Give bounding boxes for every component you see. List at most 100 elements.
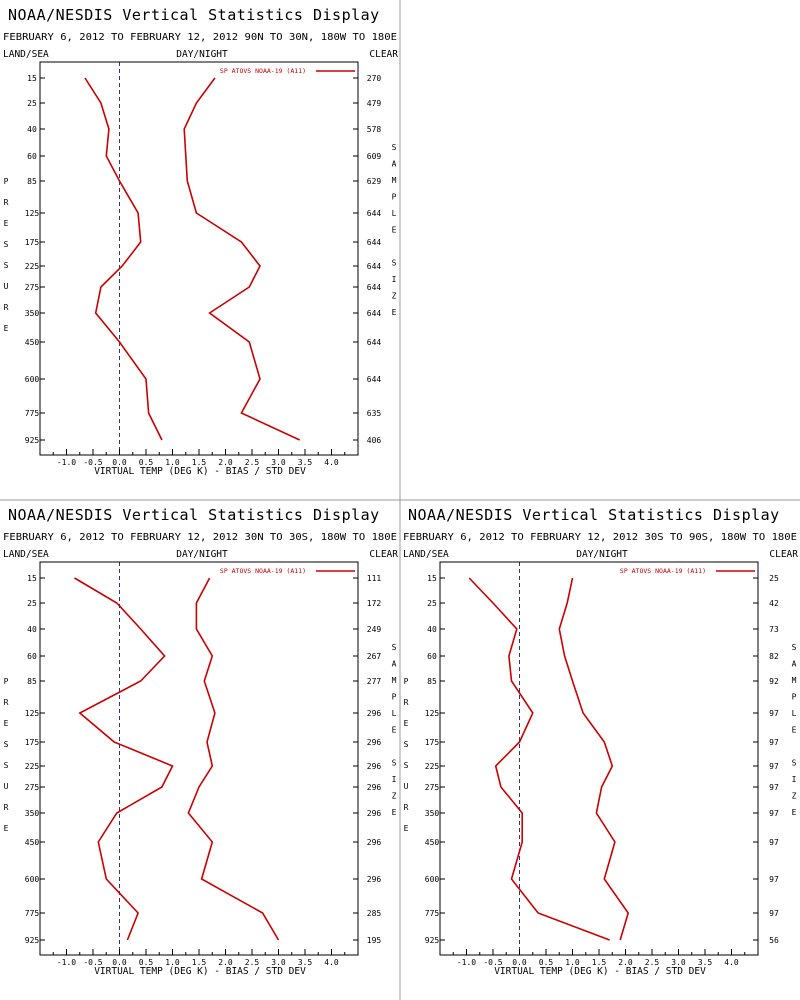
x-tick-label: 4.0 <box>724 958 739 967</box>
x-tick-label: 0.5 <box>539 958 554 967</box>
x-tick-label: 1.5 <box>192 458 207 467</box>
x-tick-label: 1.5 <box>192 958 207 967</box>
pressure-level-label: 15 <box>27 574 37 583</box>
y-axis-label-left-letter: R <box>4 303 9 312</box>
pressure-level-label: 600 <box>425 875 440 884</box>
std-dev-series-line <box>187 577 280 941</box>
plot-frame <box>439 561 759 956</box>
pressure-level-label: 60 <box>27 152 37 161</box>
y-axis-label-right-letter: I <box>792 775 797 784</box>
sample-size-label: 56 <box>769 936 779 945</box>
pressure-level-label: 775 <box>25 409 40 418</box>
pressure-level-label: 40 <box>427 625 437 634</box>
sample-size-label: 644 <box>367 283 382 292</box>
chart-title: NOAA/NESDIS Vertical Statistics Display <box>8 506 380 524</box>
corner-right-label: CLEAR <box>369 49 398 60</box>
panel-1: NOAA/NESDIS Vertical Statistics Display F… <box>3 6 398 477</box>
pressure-level-label: 925 <box>425 936 440 945</box>
corner-center-label: DAY/NIGHT <box>176 49 228 60</box>
x-tick-label: 2.0 <box>218 458 233 467</box>
y-axis-label-right-letter: E <box>392 808 397 817</box>
x-tick-label: 3.5 <box>298 958 313 967</box>
legend-label: SP ATOVS NOAA-19 (A11) <box>220 567 306 575</box>
y-axis-label-left-letter: S <box>4 261 9 270</box>
corner-center-label: DAY/NIGHT <box>176 549 228 560</box>
plot-frame <box>39 561 359 956</box>
sample-size-label: 644 <box>367 238 382 247</box>
sample-size-label: 111 <box>367 574 382 583</box>
pressure-level-label: 25 <box>427 599 437 608</box>
x-tick-label: 0.5 <box>139 958 154 967</box>
pressure-level-label: 15 <box>427 574 437 583</box>
sample-size-label: 97 <box>769 838 779 847</box>
panel-2: NOAA/NESDIS Vertical Statistics Display F… <box>3 506 398 977</box>
sample-size-label: 249 <box>367 625 382 634</box>
y-axis-label-right-letter: L <box>792 709 797 718</box>
y-axis-label-right-letter: M <box>392 176 397 185</box>
x-tick-label: 2.0 <box>218 958 233 967</box>
y-axis-label-right-letter: S <box>792 643 797 652</box>
pressure-level-label: 450 <box>25 338 40 347</box>
x-tick-label: 2.0 <box>618 958 633 967</box>
x-tick-label: 4.0 <box>324 458 339 467</box>
sample-size-label: 296 <box>367 875 382 884</box>
plot-frame <box>39 61 359 456</box>
sample-size-label: 644 <box>367 375 382 384</box>
corner-left-label: LAND/SEA <box>3 549 49 560</box>
x-axis-label: VIRTUAL TEMP (DEG K) - BIAS / STD DEV <box>94 966 306 977</box>
pressure-level-label: 225 <box>25 762 40 771</box>
sample-size-label: 97 <box>769 762 779 771</box>
y-axis-label-left-letter: R <box>404 698 409 707</box>
y-axis-label-left-letter: S <box>4 761 9 770</box>
y-axis-label-left-letter: E <box>4 719 9 728</box>
pressure-level-label: 225 <box>25 262 40 271</box>
y-axis-label-right-letter: E <box>792 808 797 817</box>
y-axis-label-left-letter: S <box>404 740 409 749</box>
y-axis-label-left-letter: R <box>4 198 9 207</box>
y-axis-label-right-letter: E <box>392 726 397 735</box>
y-axis-label-left-letter: R <box>4 698 9 707</box>
y-axis-label-right-letter: S <box>392 643 397 652</box>
x-tick-label: 1.5 <box>592 958 607 967</box>
x-tick-label: -1.0 <box>57 958 76 967</box>
y-axis-label-left-letter: S <box>404 761 409 770</box>
sample-size-label: 296 <box>367 738 382 747</box>
pressure-level-label: 450 <box>25 838 40 847</box>
x-tick-label: -0.5 <box>83 958 102 967</box>
sample-size-label: 97 <box>769 709 779 718</box>
pressure-level-label: 350 <box>25 309 40 318</box>
y-axis-label-right-letter: M <box>392 676 397 685</box>
corner-center-label: DAY/NIGHT <box>576 549 628 560</box>
chart-title: NOAA/NESDIS Vertical Statistics Display <box>408 506 780 524</box>
pressure-level-label: 125 <box>425 709 440 718</box>
y-axis-label-right-letter: P <box>392 693 397 702</box>
y-axis-label-right-letter: S <box>392 143 397 152</box>
x-tick-label: 2.5 <box>645 958 660 967</box>
y-axis-label-left-letter: S <box>4 740 9 749</box>
corner-left-label: LAND/SEA <box>3 49 49 60</box>
y-axis-label-left-letter: P <box>4 177 9 186</box>
y-axis-label-left-letter: S <box>4 240 9 249</box>
sample-size-label: 296 <box>367 783 382 792</box>
x-tick-label: 3.5 <box>698 958 713 967</box>
pressure-level-label: 85 <box>427 677 437 686</box>
pressure-level-label: 25 <box>27 99 37 108</box>
pressure-level-label: 275 <box>25 283 40 292</box>
corner-left-label: LAND/SEA <box>403 549 449 560</box>
pressure-level-label: 60 <box>27 652 37 661</box>
y-axis-label-right-letter: I <box>392 775 397 784</box>
sample-size-label: 629 <box>367 177 382 186</box>
pressure-level-label: 175 <box>25 738 40 747</box>
y-axis-label-right-letter: A <box>392 160 397 169</box>
pressure-level-label: 450 <box>425 838 440 847</box>
pressure-level-label: 85 <box>27 677 37 686</box>
pressure-level-label: 775 <box>25 909 40 918</box>
sample-size-label: 42 <box>769 599 779 608</box>
chart-subtitle: FEBRUARY 6, 2012 TO FEBRUARY 12, 2012 90… <box>3 32 397 43</box>
legend-label: SP ATOVS NOAA-19 (A11) <box>220 67 306 75</box>
chart-title: NOAA/NESDIS Vertical Statistics Display <box>8 6 380 24</box>
x-tick-label: 3.0 <box>271 958 286 967</box>
y-axis-label-left-letter: R <box>4 803 9 812</box>
x-axis-label: VIRTUAL TEMP (DEG K) - BIAS / STD DEV <box>94 466 306 477</box>
sample-size-label: 644 <box>367 309 382 318</box>
